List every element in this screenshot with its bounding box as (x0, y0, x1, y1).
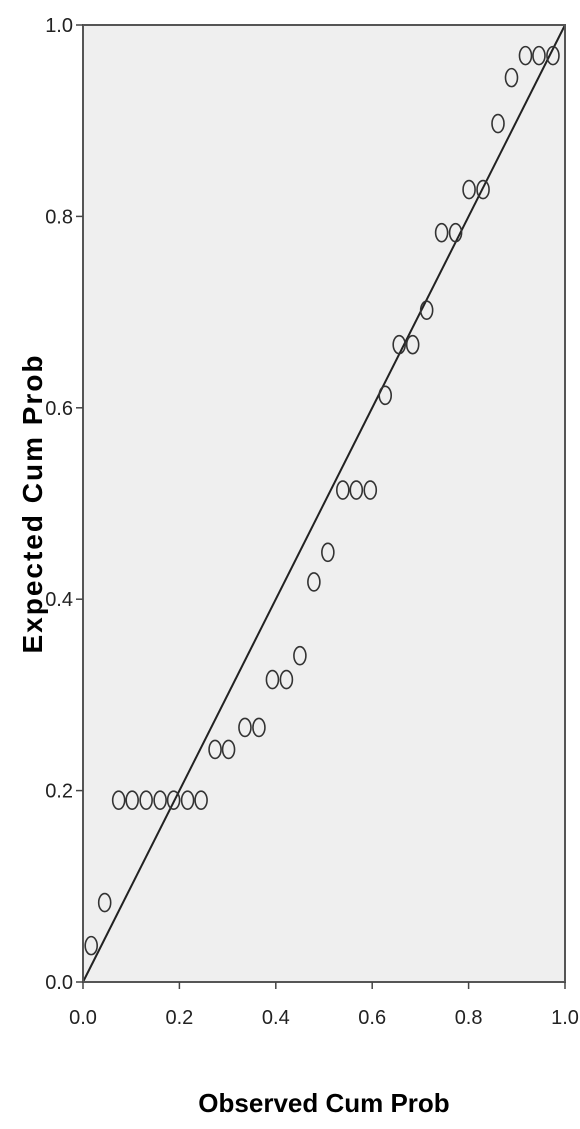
data-point (194, 790, 208, 810)
x-tick-label: 1.0 (551, 1007, 579, 1029)
data-point (221, 739, 236, 760)
data-points (84, 45, 560, 956)
data-point (307, 572, 321, 592)
data-point (419, 300, 434, 320)
x-axis: 0.0 0.2 0.4 0.6 0.8 1.0 (69, 982, 579, 1029)
reference-line (82, 24, 566, 983)
y-tick-label: 1.0 (45, 15, 73, 37)
y-tick-label: 0.8 (45, 206, 73, 228)
data-point (208, 739, 222, 760)
plot-frame (82, 24, 566, 983)
data-point (321, 542, 335, 563)
data-point (378, 385, 393, 406)
data-point (491, 113, 505, 134)
data-point (84, 935, 98, 956)
data-point (349, 480, 364, 500)
data-point (139, 790, 153, 810)
x-tick-label: 0.6 (358, 1007, 386, 1029)
x-tick-label: 0.0 (69, 1007, 97, 1029)
data-point (363, 480, 378, 500)
x-axis-title: Observed Cum Prob (198, 1088, 449, 1118)
y-axis-title: Expected Cum Prob (17, 353, 48, 653)
data-point (97, 892, 112, 913)
data-point (546, 45, 560, 66)
data-point (335, 480, 350, 500)
data-point (518, 45, 533, 66)
data-point (293, 645, 307, 666)
data-point (252, 717, 266, 738)
data-point (279, 669, 294, 690)
x-tick-label: 0.8 (455, 1007, 483, 1029)
y-tick-label: 0.2 (45, 781, 73, 803)
y-tick-label: 0.6 (45, 398, 73, 420)
data-point (238, 717, 252, 738)
y-axis: 0.0 0.2 0.4 0.6 0.8 1.0 (45, 15, 83, 994)
x-tick-label: 0.4 (262, 1007, 290, 1029)
data-point (180, 790, 195, 810)
data-point (111, 790, 126, 810)
data-point (434, 222, 449, 243)
data-point (504, 67, 519, 88)
data-point (405, 334, 420, 355)
data-point (532, 45, 546, 66)
data-point (392, 334, 406, 355)
data-point (476, 179, 490, 200)
data-point (462, 179, 476, 200)
data-point (265, 669, 280, 690)
y-tick-label: 0.4 (45, 589, 73, 611)
data-point (448, 222, 463, 243)
y-tick-label: 0.0 (45, 972, 73, 994)
data-point (153, 790, 167, 810)
data-point (166, 790, 181, 810)
x-tick-label: 0.2 (165, 1007, 193, 1029)
data-point (125, 790, 139, 810)
